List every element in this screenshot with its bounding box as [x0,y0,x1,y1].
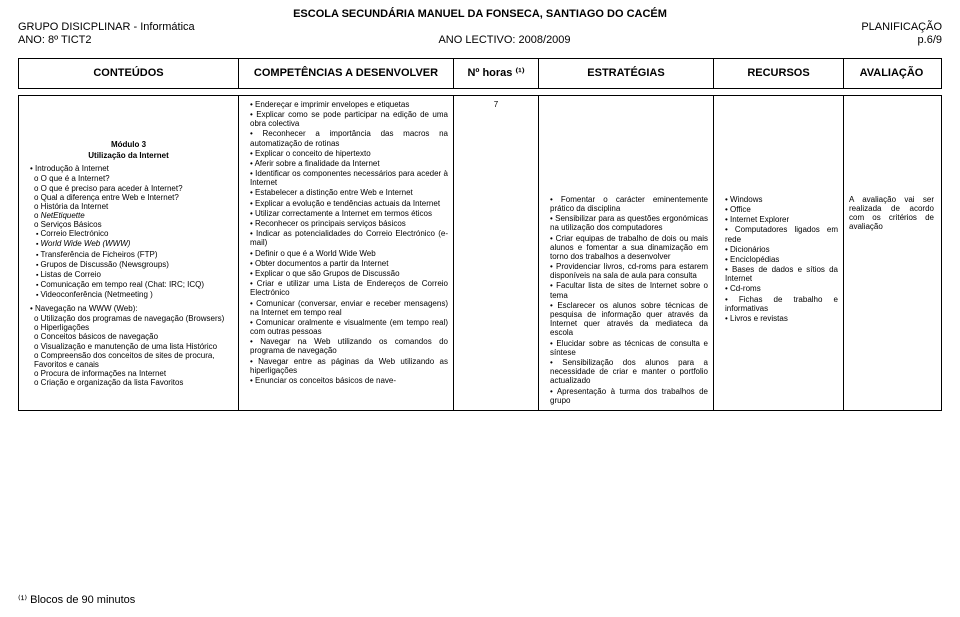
list-item: Fichas de trabalho e informativas [725,295,838,313]
list-item: Conceitos básicos de navegação [34,332,233,341]
list-item: Indicar as potencialidades do Correio El… [250,229,448,247]
table-header-row: CONTEÚDOS COMPETÊNCIAS A DESENVOLVER Nº … [18,58,942,89]
list-item: História da Internet [34,202,233,211]
list-item: Reconhecer os principais serviços básico… [250,219,448,228]
list-item: Correio Electrónico [36,229,233,239]
module-subtitle: Utilização da Internet [24,151,233,160]
footnote: ⁽¹⁾ Blocos de 90 minutos [18,594,135,607]
col-horas: Nº horas ⁽¹⁾ [454,59,539,88]
list-item: O que é a Internet? [34,174,233,183]
year-label: ANO: 8º TICT2 [18,34,92,47]
col-recursos: RECURSOS [714,59,844,88]
list-item: Office [725,205,838,214]
list-item: Estabelecer a distinção entre Web e Inte… [250,188,448,197]
cell-estrategias: Fomentar o carácter eminentemente prátic… [539,96,714,410]
list-item: Comunicar (conversar, enviar e receber m… [250,299,448,317]
list-item: Explicar a evolução e tendências actuais… [250,199,448,208]
list-item: Explicar o que são Grupos de Discussão [250,269,448,278]
list-item: Criação e organização da lista Favoritos [34,378,233,387]
list-item: Windows [725,195,838,204]
list-item: Cd-roms [725,284,838,293]
table-body-row: Módulo 3 Utilização da Internet Introduç… [18,95,942,411]
list-item: Procura de informações na Internet [34,369,233,378]
list-item: Aferir sobre a finalidade da Internet [250,159,448,168]
avaliacao-text: A avaliação vai ser realizada de acordo … [849,100,934,232]
list-item: Reconhecer a importância das macros na a… [250,129,448,147]
list-item: Navegação na WWW (Web): [30,304,233,313]
list-item: Criar equipas de trabalho de dois ou mai… [550,234,708,262]
list-item: Obter documentos a partir da Internet [250,259,448,268]
list-item: Endereçar e imprimir envelopes e etiquet… [250,100,448,109]
list-item: Dicionários [725,245,838,254]
group-label: GRUPO DISICPLINAR - Informática [18,21,195,34]
list-item: World Wide Web (WWW) [36,239,233,249]
list-item: Sensibilização dos alunos para a necessi… [550,358,708,386]
list-item: Utilizar correctamente a Internet em ter… [250,209,448,218]
list-item: Transferência de Ficheiros (FTP) [36,250,233,260]
list-item: Explicar como se pode participar na ediç… [250,110,448,128]
cell-conteudos: Módulo 3 Utilização da Internet Introduç… [19,96,239,410]
list-item: Navegar entre as páginas da Web utilizan… [250,357,448,375]
cell-horas: 7 [454,96,539,410]
list-item: Explicar o conceito de hipertexto [250,149,448,158]
cell-avaliacao: A avaliação vai ser realizada de acordo … [844,96,939,410]
list-item: Listas de Correio [36,270,233,280]
cell-competencias: Endereçar e imprimir envelopes e etiquet… [239,96,454,410]
list-item: Introdução à Internet [30,164,233,173]
list-item: Visualização e manutenção de uma lista H… [34,342,233,351]
list-item: Navegar na Web utilizando os comandos do… [250,337,448,355]
col-avaliacao: AVALIAÇÃO [844,59,939,88]
list-item: Identificar os componentes necessários p… [250,169,448,187]
list-item: Elucidar sobre as técnicas de consulta e… [550,339,708,357]
list-item: Internet Explorer [725,215,838,224]
list-item: Esclarecer os alunos sobre técnicas de p… [550,301,708,338]
list-item: Providenciar livros, cd-roms para estare… [550,262,708,280]
list-item: NetEtiquette [34,211,233,220]
plan-label: PLANIFICAÇÃO [861,21,942,34]
list-item: Enciclopédias [725,255,838,264]
cell-recursos: WindowsOfficeInternet ExplorerComputador… [714,96,844,410]
list-item: Compreensão dos conceitos de sites de pr… [34,351,233,369]
page-number: p.6/9 [918,34,942,47]
list-item: Qual a diferença entre Web e Internet? [34,193,233,202]
list-item: Definir o que é a World Wide Web [250,249,448,258]
school-name: ESCOLA SECUNDÁRIA MANUEL DA FONSECA, SAN… [18,8,942,21]
list-item: Comunicação em tempo real (Chat: IRC; IC… [36,280,233,290]
list-item: Sensibilizar para as questões ergonómica… [550,214,708,232]
list-item: Criar e utilizar uma Lista de Endereços … [250,279,448,297]
list-item: Enunciar os conceitos básicos de nave- [250,376,448,385]
list-item: O que é preciso para aceder à Internet? [34,184,233,193]
list-item: Livros e revistas [725,314,838,323]
ano-lectivo: ANO LECTIVO: 2008/2009 [92,34,918,47]
list-item: Computadores ligados em rede [725,225,838,243]
list-item: Hiperligações [34,323,233,332]
col-conteudos: CONTEÚDOS [19,59,239,88]
list-item: Serviços Básicos [34,220,233,229]
list-item: Bases de dados e sítios da Internet [725,265,838,283]
col-competencias: COMPETÊNCIAS A DESENVOLVER [239,59,454,88]
list-item: Videoconferência (Netmeeting ) [36,290,233,300]
list-item: Comunicar oralmente e visualmente (em te… [250,318,448,336]
list-item: Apresentação à turma dos trabalhos de gr… [550,387,708,405]
list-item: Utilização dos programas de navegação (B… [34,314,233,323]
module-number: Módulo 3 [24,140,233,149]
list-item: Fomentar o carácter eminentemente prátic… [550,195,708,213]
col-estrategias: ESTRATÉGIAS [539,59,714,88]
list-item: Grupos de Discussão (Newsgroups) [36,260,233,270]
list-item: Facultar lista de sites de Internet sobr… [550,281,708,299]
